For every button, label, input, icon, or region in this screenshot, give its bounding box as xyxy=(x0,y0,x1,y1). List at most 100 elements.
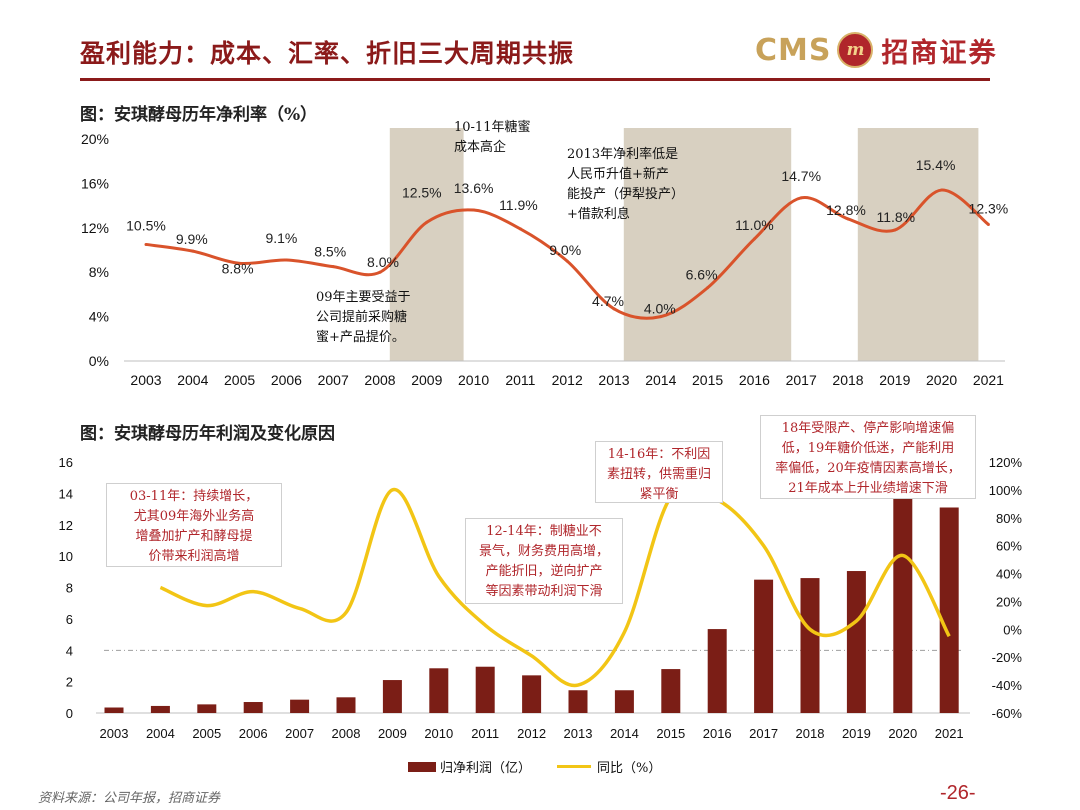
profit-bar xyxy=(568,690,588,713)
net-margin-data-label: 14.7% xyxy=(781,168,821,184)
chart2-left-tick: 10 xyxy=(59,549,73,564)
chart2-right-tick: -60% xyxy=(992,706,1023,721)
net-margin-point xyxy=(846,217,850,221)
logo-cms-text: CMS xyxy=(755,32,832,68)
chart1-x-tick: 2018 xyxy=(832,372,863,388)
annotation-sugar-cost: 10-11年糖蜜 成本高企 xyxy=(454,120,531,155)
chart1-x-tick: 2014 xyxy=(645,372,676,388)
net-margin-point xyxy=(940,188,944,192)
chart1-y-tick: 20% xyxy=(81,131,109,147)
chart2-right-tick: 20% xyxy=(996,594,1022,609)
net-margin-data-label: 4.0% xyxy=(644,301,676,317)
net-margin-point xyxy=(144,242,148,246)
net-margin-point xyxy=(284,258,288,262)
chart1-x-tick: 2020 xyxy=(926,372,957,388)
chart2-left-tick: 4 xyxy=(66,643,73,658)
net-margin-point xyxy=(986,222,990,226)
profit-bar xyxy=(661,669,681,713)
chart2-x-tick: 2017 xyxy=(749,726,778,741)
chart2-right-tick: 100% xyxy=(989,483,1023,498)
page-number: -26- xyxy=(940,782,976,804)
chart2-right-tick: 120% xyxy=(989,455,1023,470)
page-title: 盈利能力：成本、汇率、折旧三大周期共振 xyxy=(80,39,575,68)
chart1-x-tick: 2010 xyxy=(458,372,489,388)
profit-bar xyxy=(197,704,217,713)
chart1-y-tick: 8% xyxy=(89,264,109,280)
profit-bar xyxy=(336,697,356,713)
net-margin-data-label: 4.7% xyxy=(592,293,624,309)
legend-line-label: 同比（%） xyxy=(597,761,662,776)
profit-bar xyxy=(475,666,495,713)
legend-line-swatch xyxy=(557,765,592,768)
net-margin-data-label: 6.6% xyxy=(686,267,718,283)
chart2-right-tick: 0% xyxy=(1003,622,1022,637)
net-margin-point xyxy=(472,208,476,212)
profit-bar xyxy=(893,498,913,713)
chart2-x-tick: 2014 xyxy=(610,726,639,741)
profit-bar xyxy=(939,507,959,713)
profit-bar xyxy=(150,705,170,713)
profit-bar xyxy=(104,707,124,713)
chart1-y-tick: 12% xyxy=(81,220,109,236)
profit-bar xyxy=(754,579,774,713)
net-margin-data-label: 10.5% xyxy=(126,217,166,233)
title-rule xyxy=(80,78,990,81)
chart2-right-tick: -20% xyxy=(992,650,1023,665)
chart2-left-tick: 6 xyxy=(66,612,73,627)
net-margin-point xyxy=(331,265,335,269)
net-margin-point xyxy=(378,270,382,274)
chart2-x-tick: 2004 xyxy=(146,726,175,741)
profit-bar xyxy=(614,690,634,713)
net-margin-data-label: 8.8% xyxy=(222,260,254,276)
chart2-left-tick: 2 xyxy=(66,675,73,690)
chart1-y-tick: 16% xyxy=(81,175,109,191)
chart2-right-tick: 60% xyxy=(996,539,1022,554)
chart1-x-tick: 2011 xyxy=(505,372,535,388)
chart2-left-tick: 8 xyxy=(66,581,73,596)
net-margin-data-label: 9.1% xyxy=(265,230,297,246)
chart1-x-tick: 2021 xyxy=(973,372,1004,388)
profit-bar xyxy=(707,629,727,713)
net-margin-point xyxy=(565,259,569,263)
chart1-x-tick: 2013 xyxy=(598,372,629,388)
net-margin-point xyxy=(799,196,803,200)
chart2-left-tick: 0 xyxy=(66,706,73,721)
chart2-x-tick: 2012 xyxy=(517,726,546,741)
chart1-x-tick: 2007 xyxy=(318,372,349,388)
chart2-x-tick: 2011 xyxy=(471,726,499,741)
chart2-x-tick: 2015 xyxy=(656,726,685,741)
net-margin-data-label: 12.5% xyxy=(402,184,442,200)
net-margin-data-label: 9.9% xyxy=(176,231,208,247)
profit-bar xyxy=(382,680,402,713)
legend-bar-swatch xyxy=(408,761,436,772)
net-margin-data-label: 8.5% xyxy=(314,244,346,260)
profit-bar xyxy=(846,571,866,713)
chart1-x-tick: 2003 xyxy=(130,372,161,388)
net-margin-data-label: 13.6% xyxy=(454,180,494,196)
chart2-x-tick: 2009 xyxy=(378,726,407,741)
chart1-x-tick: 2015 xyxy=(692,372,723,388)
annotation-box-12-14: 12-14年：制糖业不 景气，财务费用高增， 产能折旧，逆向扩产 等因素带动利润… xyxy=(465,518,623,604)
profit-bar xyxy=(522,675,542,713)
chart2-x-tick: 2006 xyxy=(239,726,268,741)
chart1-y-tick: 0% xyxy=(89,353,109,369)
chart2-x-tick: 2008 xyxy=(332,726,361,741)
chart2-x-tick: 2003 xyxy=(100,726,129,741)
net-margin-point xyxy=(238,261,242,265)
logo-company-name: 招商证券 xyxy=(881,37,998,69)
yoy-growth-line xyxy=(159,484,951,688)
chart1-title: 图：安琪酵母历年净利率（%） xyxy=(80,105,318,125)
chart2-left-tick: 12 xyxy=(59,518,73,533)
net-margin-data-label: 15.4% xyxy=(916,157,956,173)
profit-bar xyxy=(429,668,449,713)
net-margin-data-label: 11.0% xyxy=(735,217,774,233)
chart2-x-tick: 2013 xyxy=(564,726,593,741)
net-margin-data-label: 12.8% xyxy=(826,202,866,218)
chart1-x-tick: 2005 xyxy=(224,372,255,388)
profit-bar xyxy=(290,699,310,713)
net-margin-point xyxy=(612,307,616,311)
chart1-x-tick: 2006 xyxy=(271,372,302,388)
legend-bar-label: 归净利润（亿） xyxy=(440,761,532,776)
